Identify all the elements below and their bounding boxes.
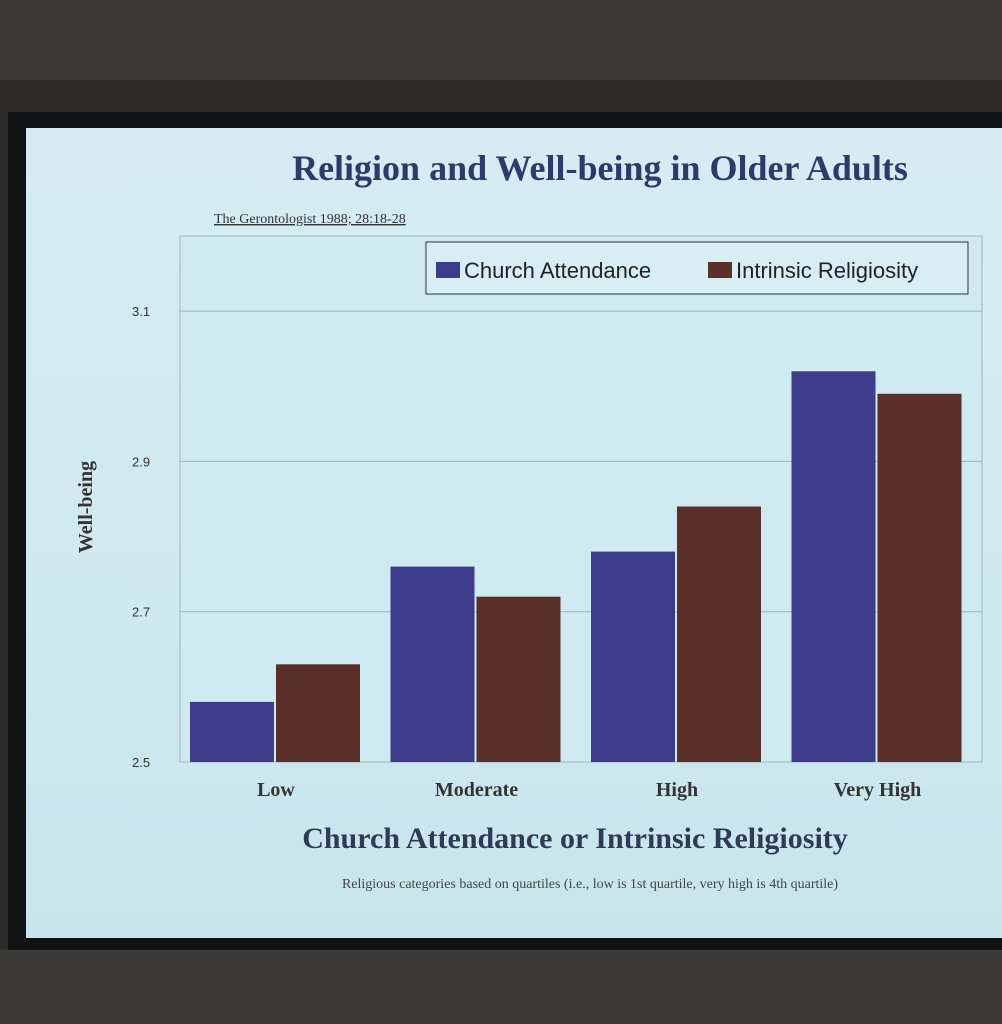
legend-swatch xyxy=(708,262,732,278)
bar-church-attendance-low xyxy=(190,701,274,762)
bar-church-attendance-moderate xyxy=(390,566,475,762)
y-tick-label: 3.1 xyxy=(132,304,150,319)
bars xyxy=(190,371,962,762)
bar-intrinsic-religiosity-very-high xyxy=(877,393,962,762)
wall-background xyxy=(0,0,1002,80)
legend-label: Intrinsic Religiosity xyxy=(736,258,918,283)
y-tick-label: 2.9 xyxy=(132,454,150,469)
chart-title: Religion and Well-being in Older Adults xyxy=(292,148,908,188)
legend-label: Church Attendance xyxy=(464,258,651,283)
legend-swatch xyxy=(436,262,460,278)
footnote: Religious categories based on quartiles … xyxy=(342,877,838,892)
legend: Church Attendance Intrinsic Religiosity xyxy=(425,241,969,295)
x-axis-ticks: Low Moderate High Very High xyxy=(257,779,921,801)
source-citation: The Gerontologist 1988; 28:18-28 xyxy=(214,212,406,227)
bar-church-attendance-high xyxy=(591,551,675,762)
y-tick-label: 2.5 xyxy=(132,755,150,770)
bar-intrinsic-religiosity-low xyxy=(276,664,360,762)
bar-intrinsic-religiosity-moderate xyxy=(476,596,561,762)
y-axis-label: Well-being xyxy=(75,461,97,553)
bar-intrinsic-religiosity-high xyxy=(677,506,761,762)
x-tick-label: High xyxy=(656,779,698,801)
legend-box xyxy=(425,241,969,295)
x-tick-label: Very High xyxy=(834,779,922,801)
x-tick-label: Low xyxy=(257,779,295,801)
y-tick-label: 2.7 xyxy=(132,605,150,620)
x-tick-label: Moderate xyxy=(435,779,518,801)
y-axis-ticks: 2.5 2.7 2.9 3.1 xyxy=(132,304,150,770)
x-axis-label: Church Attendance or Intrinsic Religiosi… xyxy=(302,822,848,855)
bar-church-attendance-very-high xyxy=(791,371,876,762)
wall-below-screen xyxy=(0,950,1002,1024)
